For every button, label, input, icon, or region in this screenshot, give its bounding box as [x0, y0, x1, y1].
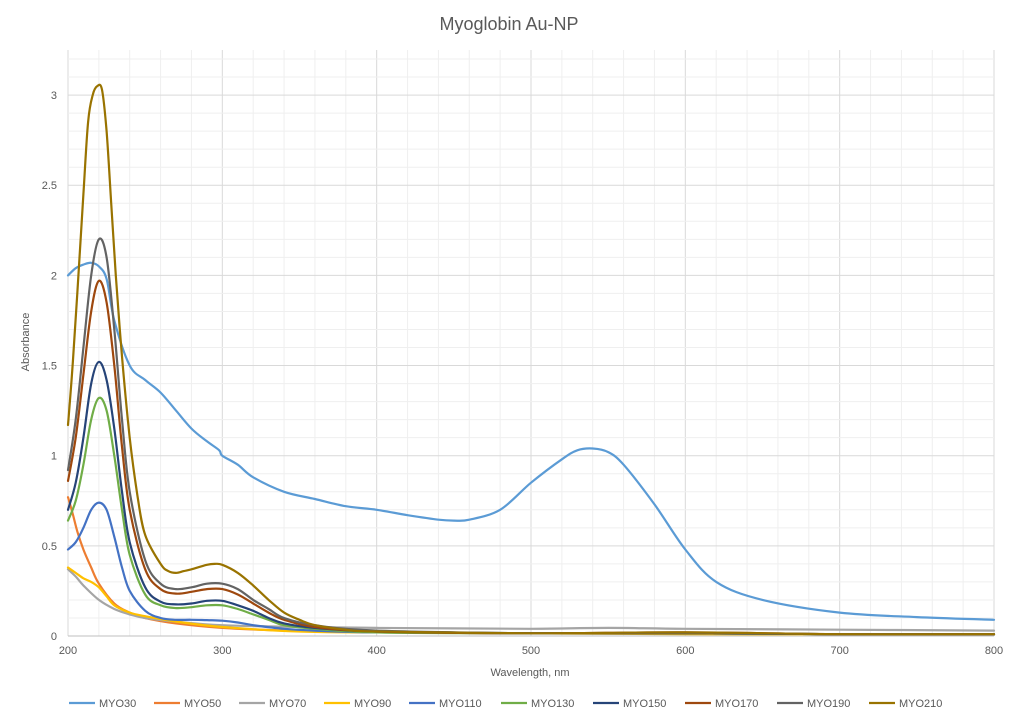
legend-label: MYO190 — [807, 698, 850, 710]
series-lines — [66, 83, 996, 636]
legend-item-myo150: MYO150 — [593, 698, 666, 710]
legend-item-myo50: MYO50 — [154, 698, 221, 710]
x-tick-label: 700 — [830, 645, 848, 657]
legend-label: MYO130 — [531, 698, 574, 710]
series-line-myo30 — [66, 261, 996, 621]
legend-label: MYO50 — [184, 698, 221, 710]
series-line-myo210 — [66, 83, 996, 636]
legend-item-myo170: MYO170 — [685, 698, 758, 710]
y-tick-label: 1.5 — [42, 361, 57, 373]
legend-label: MYO30 — [99, 698, 136, 710]
legend-item-myo90: MYO90 — [324, 698, 391, 710]
x-tick-label: 300 — [213, 645, 231, 657]
x-tick-label: 200 — [59, 645, 77, 657]
series-line-myo70 — [66, 568, 996, 632]
y-tick-label: 1 — [51, 451, 57, 463]
legend-item-myo70: MYO70 — [239, 698, 306, 710]
x-tick-label: 800 — [985, 645, 1003, 657]
y-tick-label: 0 — [51, 631, 57, 643]
legend-label: MYO170 — [715, 698, 758, 710]
legend-item-myo130: MYO130 — [501, 698, 574, 710]
legend-label: MYO210 — [899, 698, 942, 710]
y-tick-label: 0.5 — [42, 541, 57, 553]
x-tick-label: 400 — [367, 645, 385, 657]
x-axis-label: Wavelength, nm — [490, 667, 569, 679]
y-tick-label: 3 — [51, 90, 57, 102]
x-tick-label: 600 — [676, 645, 694, 657]
legend-label: MYO110 — [439, 698, 482, 710]
legend-label: MYO90 — [354, 698, 391, 710]
y-axis-label: Absorbance — [20, 313, 32, 372]
legend-item-myo110: MYO110 — [409, 698, 482, 710]
y-tick-label: 2 — [51, 270, 57, 282]
tick-labels: 200 300 400 500 600 700 800 0 0.5 1 1.5 2 2.5 3 — [42, 90, 1003, 657]
legend-item-myo190: MYO190 — [777, 698, 850, 710]
chart-title: Myoglobin Au-NP — [439, 14, 578, 34]
legend-item-myo210: MYO210 — [869, 698, 942, 710]
gridlines — [67, 50, 995, 637]
legend-label: MYO70 — [269, 698, 306, 710]
legend-item-myo30: MYO30 — [69, 698, 136, 710]
x-tick-label: 500 — [522, 645, 540, 657]
legend: MYO30 MYO50 MYO70 MYO90 MYO110 MYO130 MYO150 MY… — [69, 698, 942, 710]
y-tick-label: 2.5 — [42, 180, 57, 192]
legend-label: MYO150 — [623, 698, 666, 710]
